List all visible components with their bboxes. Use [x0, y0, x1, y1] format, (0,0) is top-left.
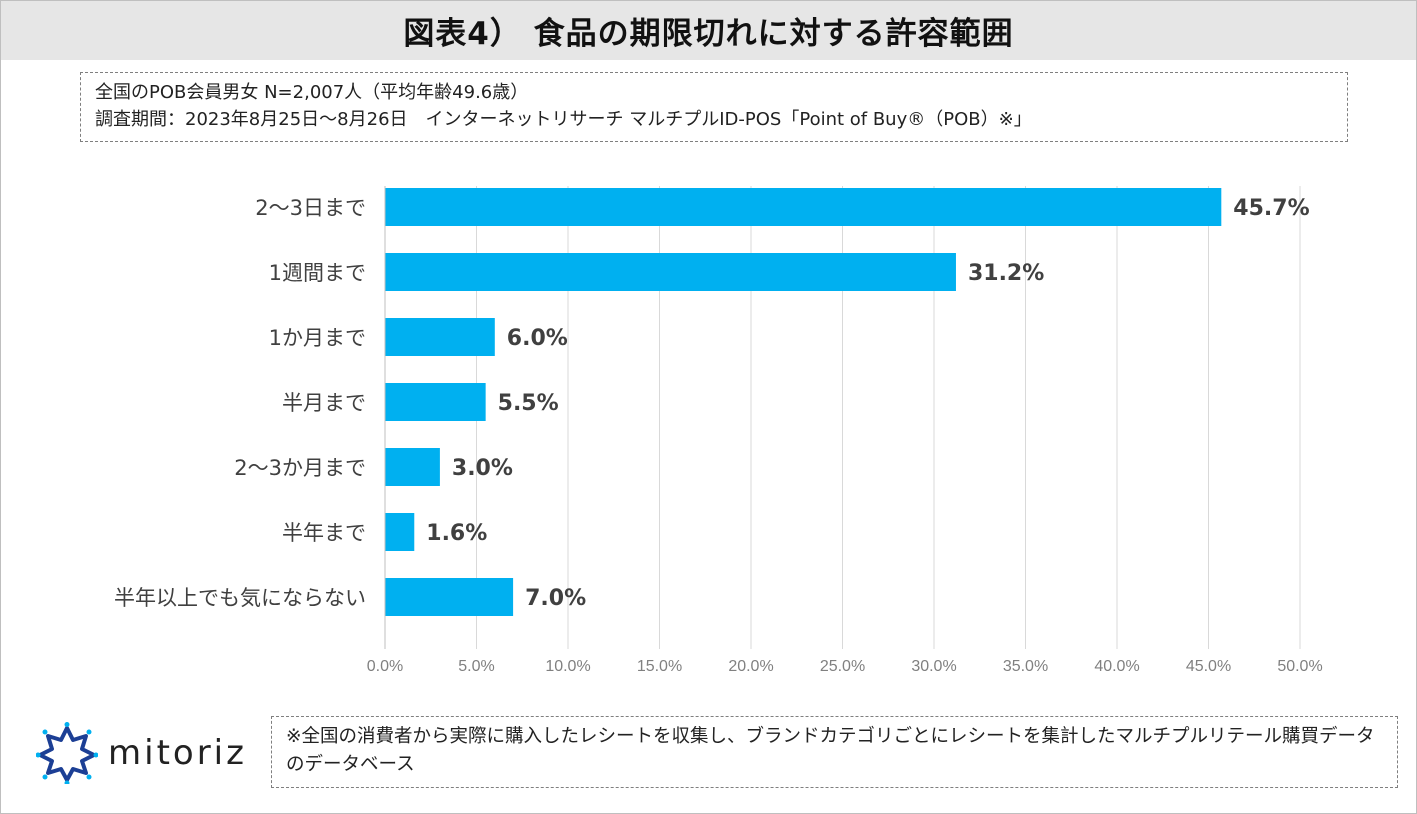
x-tick-label: 15.0%	[637, 658, 682, 675]
category-label: 半月まで	[282, 391, 366, 415]
survey-period-text: 調査期間：2023年8月25日～8月26日 インターネットリサーチ マルチプルI…	[95, 109, 1032, 130]
bar	[385, 318, 495, 356]
survey-sample-text: 全国のPOB会員男女 N=2,007人（平均年齢49.6歳）	[95, 82, 529, 103]
category-label: 1週間まで	[269, 261, 366, 285]
category-label: 半年まで	[282, 521, 366, 545]
data-label: 1.6%	[426, 521, 487, 546]
bar	[385, 188, 1222, 226]
bar	[385, 513, 415, 551]
bar-chart: 0.0% 5.0% 10.0% 15.0% 20.0% 25.0% 30.0% 35.0% 40…	[114, 186, 1323, 675]
x-tick-label: 0.0%	[367, 658, 403, 675]
category-label: 2～3か月まで	[234, 456, 366, 480]
bar	[385, 448, 440, 486]
data-label: 31.2%	[968, 261, 1044, 286]
x-tick-label: 40.0%	[1094, 658, 1139, 675]
x-tick-label: 35.0%	[1003, 658, 1048, 675]
x-tick-label: 30.0%	[911, 658, 956, 675]
footnote-box: ※全国の消費者から実際に購入したレシートを収集し、ブランドカテゴリごとにレシート…	[271, 716, 1398, 788]
title-bar: 図表4） 食品の期限切れに対する許容範囲	[1, 1, 1416, 60]
logo: mitoriz	[36, 722, 247, 784]
data-label: 6.0%	[507, 326, 568, 351]
category-label: 1か月まで	[269, 326, 366, 350]
x-tick-label: 10.0%	[545, 658, 590, 675]
category-label: 2～3日まで	[255, 196, 366, 220]
category-label: 半年以上でも気にならない	[114, 586, 366, 610]
data-label: 45.7%	[1233, 196, 1309, 221]
x-tick-label: 45.0%	[1186, 658, 1231, 675]
x-tick-label: 5.0%	[458, 658, 494, 675]
starburst-logo-icon	[36, 722, 98, 784]
data-label: 3.0%	[452, 456, 513, 481]
bar	[385, 578, 514, 616]
x-tick-label: 25.0%	[820, 658, 865, 675]
survey-info-box: 全国のPOB会員男女 N=2,007人（平均年齢49.6歳） 調査期間：2023…	[80, 72, 1348, 142]
data-label: 5.5%	[498, 391, 559, 416]
x-tick-label: 50.0%	[1277, 658, 1322, 675]
chart-title: 図表4） 食品の期限切れに対する許容範囲	[403, 16, 1014, 52]
data-label: 7.0%	[525, 586, 586, 611]
footnote-text: ※全国の消費者から実際に購入したレシートを収集し、ブランドカテゴリごとにレシート…	[286, 726, 1375, 775]
x-tick-label: 20.0%	[728, 658, 773, 675]
bar	[385, 253, 956, 291]
bar	[385, 383, 486, 421]
logo-text: mitoriz	[108, 733, 247, 773]
